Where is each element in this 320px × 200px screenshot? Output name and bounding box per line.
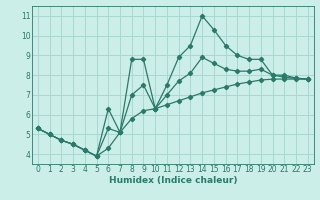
- X-axis label: Humidex (Indice chaleur): Humidex (Indice chaleur): [108, 176, 237, 185]
